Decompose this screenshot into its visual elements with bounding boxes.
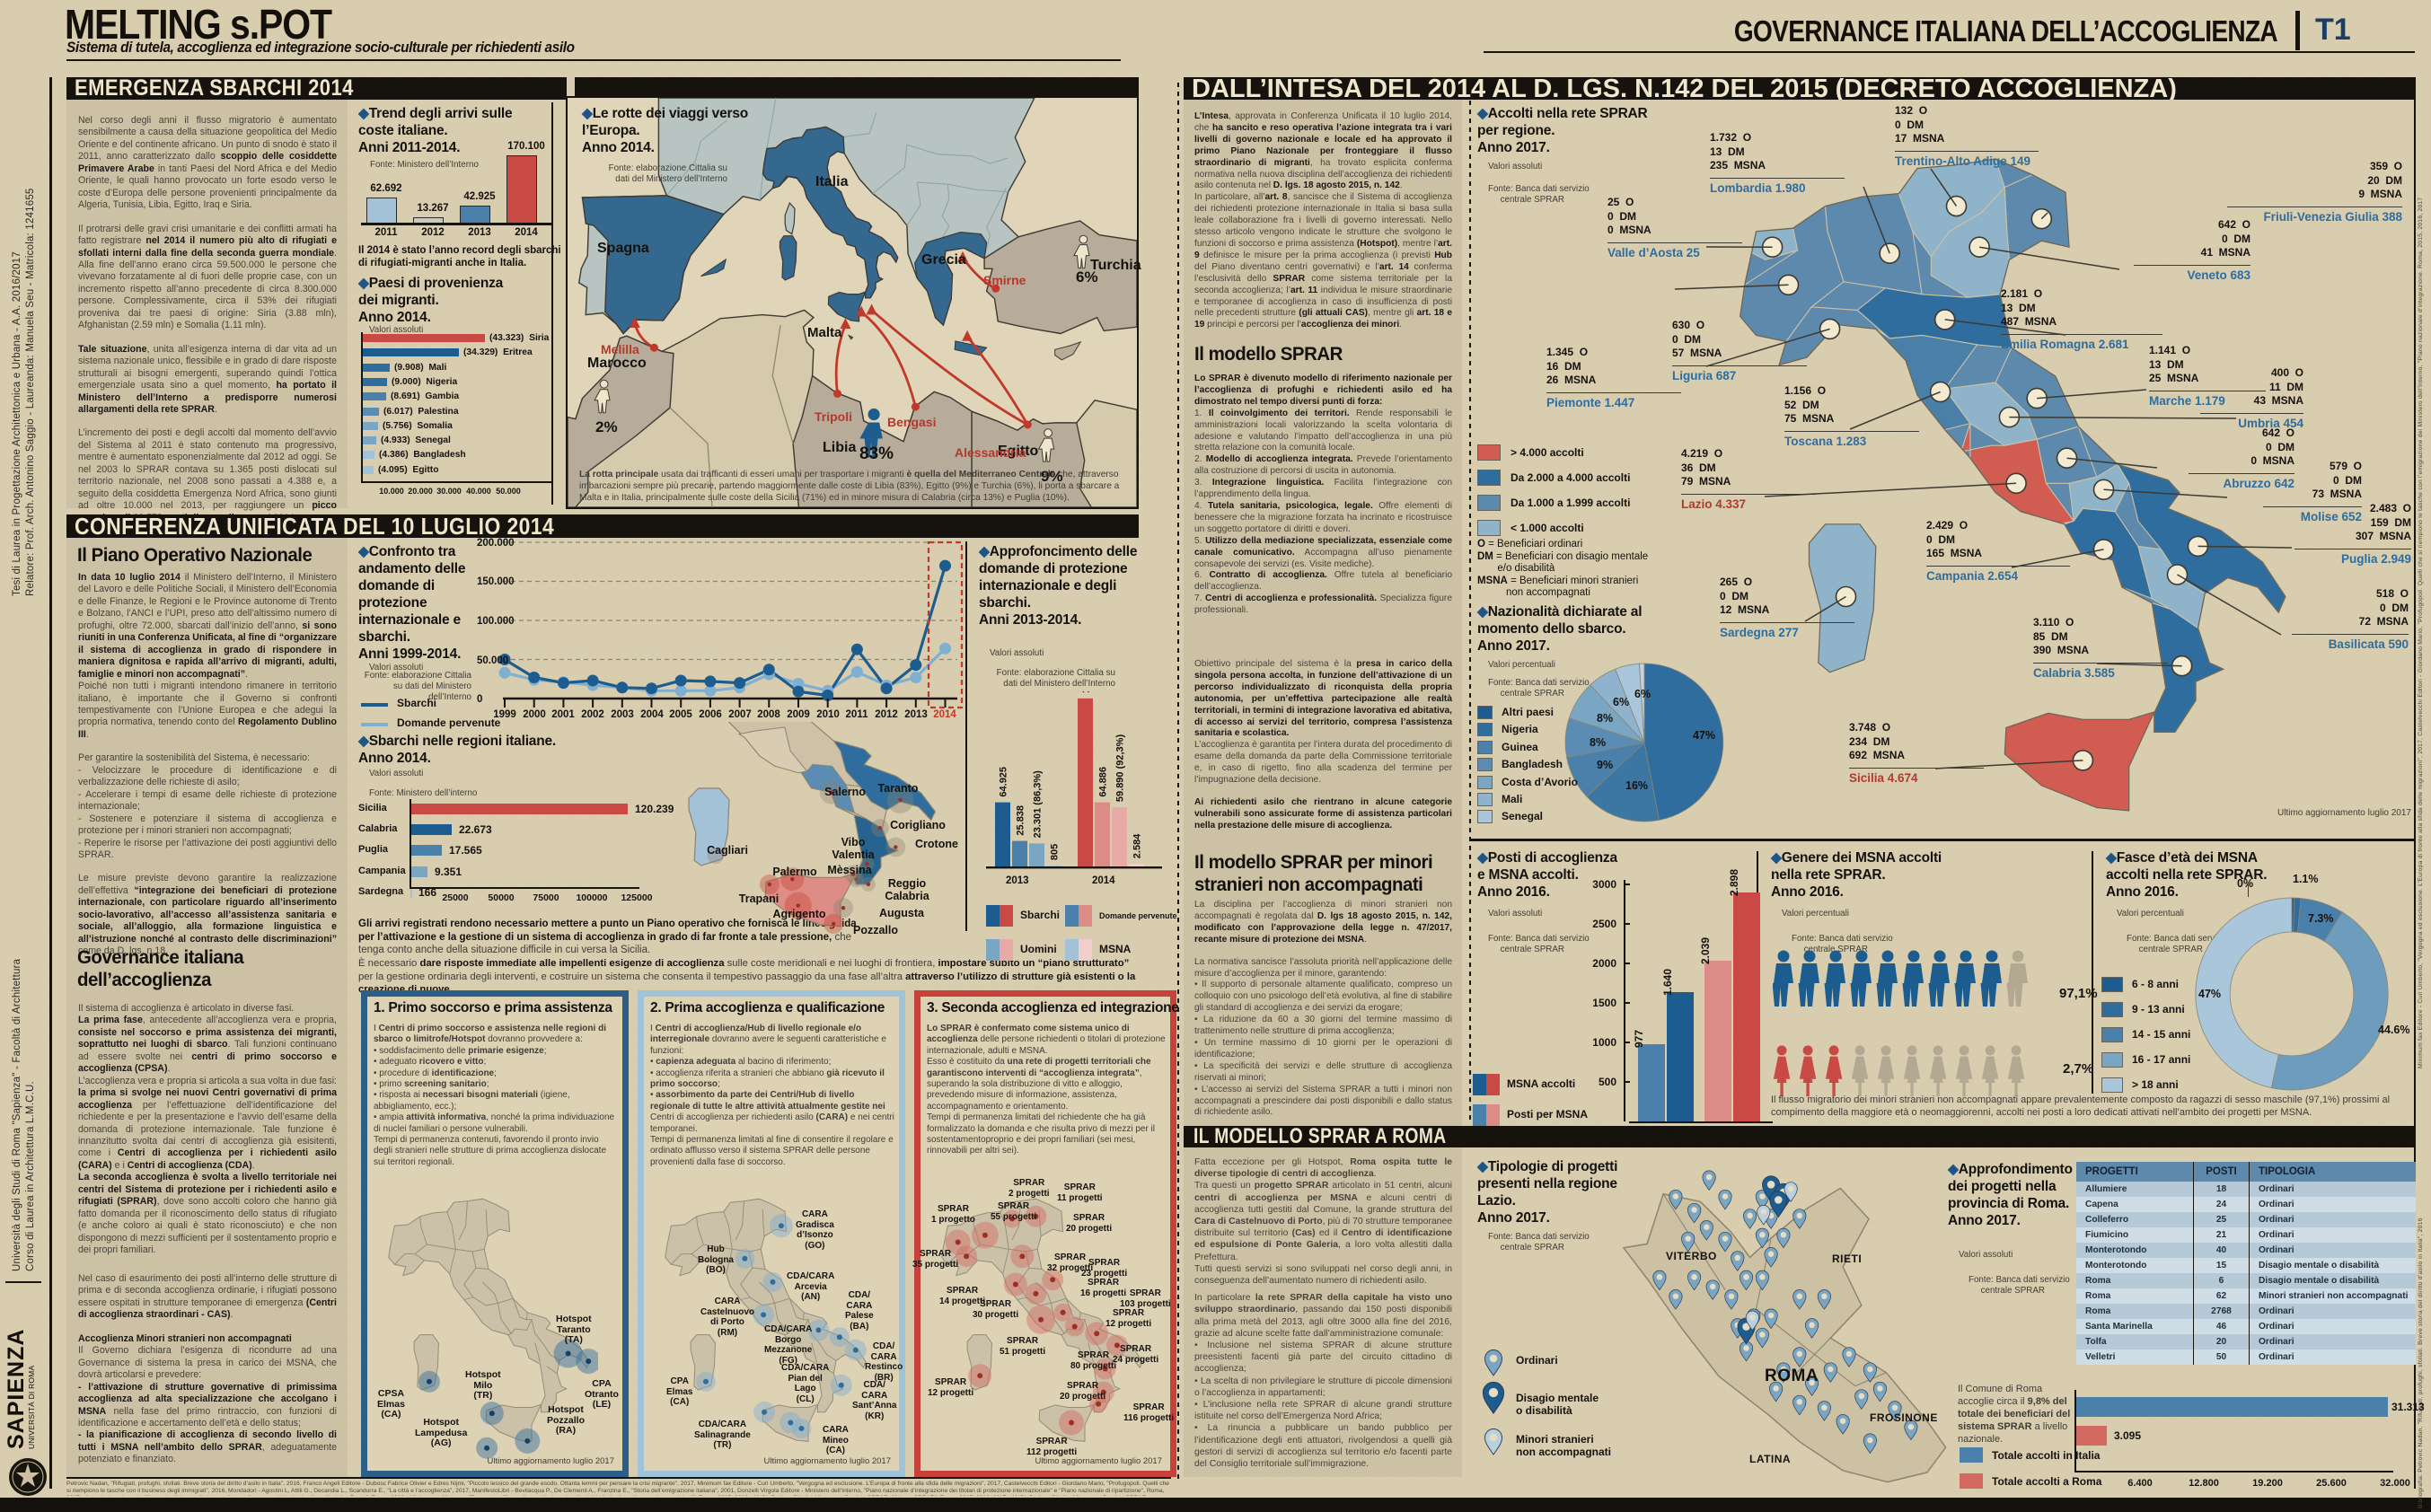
svg-text:805: 805 [1050,844,1061,860]
svg-text:170.100: 170.100 [1081,691,1092,693]
svg-text:23.301 (86,3%): 23.301 (86,3%) [1033,770,1044,839]
svg-text:64.886: 64.886 [1098,767,1109,797]
svg-text:2.584: 2.584 [1132,833,1143,858]
svg-text:64.925: 64.925 [999,767,1009,797]
svg-text:25.838: 25.838 [1016,805,1026,836]
svg-text:59.890 (92,3%): 59.890 (92,3%) [1115,734,1126,803]
